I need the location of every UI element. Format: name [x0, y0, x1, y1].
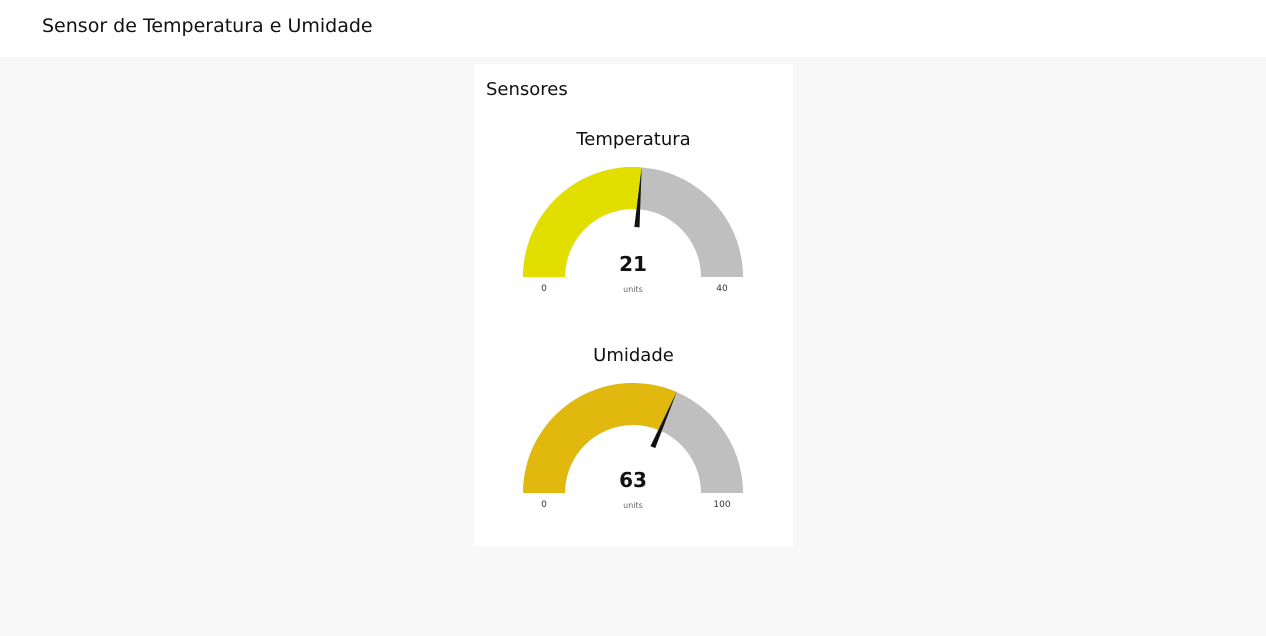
gauge-fill — [523, 167, 642, 277]
gauge-units: units — [623, 285, 643, 294]
gauge-units: units — [623, 501, 643, 510]
gauge-value: 21 — [619, 252, 647, 276]
gauge-graphic: 21 units 0 40 — [523, 167, 743, 294]
card-title: Sensores — [486, 79, 568, 100]
top-bar: Sensor de Temperatura e Umidade — [0, 0, 1266, 57]
gauge-min-label: 0 — [541, 500, 547, 510]
temperature-gauge: Temperatura 21 units 0 40 — [474, 124, 793, 324]
gauge-max-label: 40 — [716, 284, 728, 294]
gauge-value: 63 — [619, 468, 647, 492]
gauge-title: Umidade — [593, 345, 674, 366]
gauge-graphic: 63 units 0 100 — [523, 382, 743, 510]
gauge-title: Temperatura — [576, 129, 691, 150]
humidity-gauge: Umidade 63 units 0 100 — [474, 340, 793, 540]
sensores-card: Sensores Temperatura 21 units 0 40 Umida… — [474, 64, 793, 546]
gauge-needle — [634, 167, 642, 228]
gauge-max-label: 100 — [713, 500, 730, 510]
gauge-fill — [523, 382, 677, 493]
gauge-needle — [650, 392, 677, 449]
app-title: Sensor de Temperatura e Umidade — [42, 15, 373, 37]
gauge-min-label: 0 — [541, 284, 547, 294]
